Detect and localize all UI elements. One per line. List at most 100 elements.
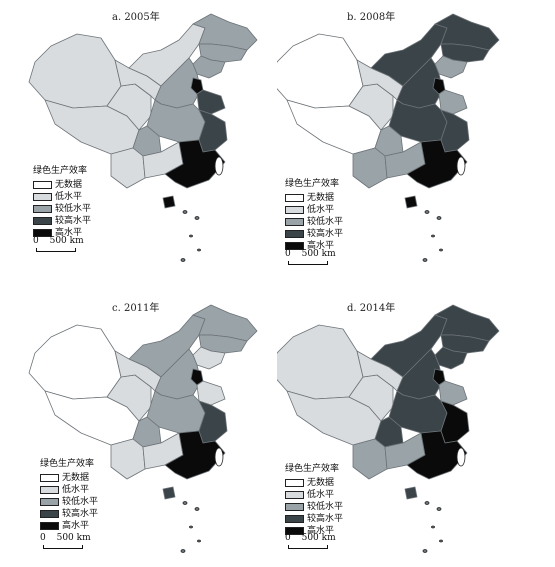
map-regions (277, 304, 500, 553)
south-sea-island (189, 525, 193, 529)
legend-label-mid-low: 较低水平 (307, 502, 344, 512)
legend-row-mid-high: 较高水平 (40, 508, 98, 520)
legend-row-high: 高水平 (40, 520, 98, 532)
south-sea-island (424, 210, 430, 214)
map-regions (28, 304, 258, 553)
legend-row-none: 无数据 (40, 472, 98, 484)
legend-swatch-low (285, 206, 304, 214)
legend-row-low: 低水平 (285, 489, 343, 501)
legend-title: 绿色生产效率 (285, 179, 340, 189)
south-sea-island (436, 507, 442, 511)
legend-row-high: 高水平 (285, 525, 343, 537)
region-xinjiang (28, 33, 122, 109)
legend-swatch-mid-high (33, 217, 52, 225)
legend-label-mid-low: 较低水平 (307, 217, 344, 227)
map-panel-a: a. 2005年 绿色生产效率 无数据 低水平 较低水平 较高水平 高水平 0 … (0, 0, 277, 283)
region-xinjiang (28, 324, 122, 400)
legend-b: 绿色生产效率 无数据 低水平 较低水平 较高水平 高水平 (285, 178, 343, 252)
panel-title-a: a. 2005年 (112, 12, 160, 23)
legend-swatch-high (285, 527, 304, 535)
legend-swatch-none (33, 181, 52, 189)
legend-swatch-mid-high (285, 230, 304, 238)
legend-row-mid-low: 较低水平 (33, 203, 91, 215)
scale-line (36, 248, 76, 252)
island-taiwan (214, 447, 224, 467)
legend-label-mid-high: 较高水平 (307, 229, 344, 239)
south-sea-island (197, 539, 201, 543)
island-taiwan (456, 156, 466, 176)
legend-row-none: 无数据 (285, 477, 343, 489)
south-sea-island (180, 549, 186, 553)
legend-swatch-mid-low (40, 498, 59, 506)
legend-swatch-none (285, 194, 304, 202)
scale-distance: 500 km (49, 236, 84, 246)
legend-swatch-low (285, 491, 304, 499)
legend-swatch-high (40, 522, 59, 530)
region-east (440, 109, 470, 153)
legend-label-mid-high: 较高水平 (307, 514, 344, 524)
scale-distance: 500 km (56, 533, 91, 543)
legend-row-none: 无数据 (33, 179, 91, 191)
legend-swatch-high (33, 229, 52, 237)
map-svg-a (28, 13, 258, 262)
legend-label-low: 低水平 (307, 205, 335, 215)
south-sea-island (431, 525, 435, 529)
legend-swatch-mid-low (33, 205, 52, 213)
scale-line (288, 545, 328, 549)
legend-row-high: 高水平 (285, 240, 343, 252)
legend-row-mid-low: 较低水平 (40, 496, 98, 508)
south-sea-island (189, 234, 193, 238)
south-sea-island (439, 248, 443, 252)
legend-swatch-mid-high (285, 515, 304, 523)
legend-title: 绿色生产效率 (33, 166, 88, 176)
legend-label-high: 高水平 (62, 521, 90, 531)
south-sea-island (194, 507, 200, 511)
legend-row-none: 无数据 (285, 192, 343, 204)
legend-label-mid-high: 较高水平 (55, 216, 92, 226)
legend-title: 绿色生产效率 (40, 459, 95, 469)
south-sea-island (194, 216, 200, 220)
map-svg-c (28, 304, 258, 553)
scale-line (43, 545, 83, 549)
legend-d: 绿色生产效率 无数据 低水平 较低水平 较高水平 高水平 (285, 463, 343, 537)
panel-title-c: c. 2011年 (112, 303, 160, 314)
legend-label-mid-low: 较低水平 (62, 497, 99, 507)
map-panel-c: c. 2011年 绿色生产效率 无数据 低水平 较低水平 较高水平 高水平 0 … (0, 283, 277, 566)
region-east (198, 400, 228, 444)
legend-a: 绿色生产效率 无数据 低水平 较低水平 较高水平 高水平 (33, 165, 91, 239)
south-sea-island (436, 216, 442, 220)
legend-label-low: 低水平 (62, 485, 90, 495)
legend-row-mid-high: 较高水平 (33, 215, 91, 227)
scale-zero: 0 (40, 533, 46, 543)
region-southeast (164, 430, 226, 480)
south-sea-island (424, 501, 430, 505)
legend-label-none: 无数据 (62, 473, 90, 483)
region-xinjiang (277, 324, 364, 400)
legend-swatch-high (285, 242, 304, 250)
south-sea-island (439, 539, 443, 543)
region-hainan (162, 195, 176, 209)
region-southeast (406, 139, 468, 189)
region-xinjiang (277, 33, 364, 109)
legend-label-none: 无数据 (55, 180, 83, 190)
legend-label-none: 无数据 (307, 193, 335, 203)
island-taiwan (456, 447, 466, 467)
scale-line (288, 261, 328, 265)
region-yunnan (110, 438, 146, 480)
map-regions (277, 13, 500, 262)
legend-row-mid-high: 较高水平 (285, 228, 343, 240)
legend-label-mid-high: 较高水平 (62, 509, 99, 519)
map-svg-b (277, 13, 500, 262)
region-east (440, 400, 470, 444)
south-sea-island (182, 210, 188, 214)
scale-zero: 0 (285, 249, 291, 259)
island-taiwan (214, 156, 224, 176)
south-sea-island (422, 258, 428, 262)
scale-bar-a: 0 500 km (33, 236, 84, 252)
legend-c: 绿色生产效率 无数据 低水平 较低水平 较高水平 高水平 (40, 458, 98, 532)
legend-row-mid-low: 较低水平 (285, 216, 343, 228)
map-regions (28, 13, 258, 262)
scale-bar-b: 0 500 km (285, 249, 336, 265)
legend-label-high: 高水平 (307, 526, 335, 536)
legend-label-high: 高水平 (55, 228, 83, 238)
